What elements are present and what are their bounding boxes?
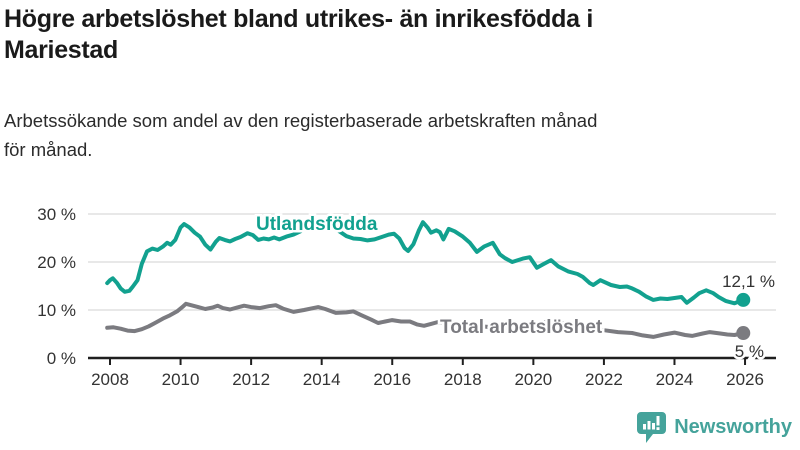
- x-tick-label: 2008: [91, 370, 129, 389]
- x-tick-label: 2024: [656, 370, 694, 389]
- series-end-dot-total: [736, 326, 751, 341]
- y-tick-label: 30 %: [37, 205, 76, 224]
- title-line-1: Högre arbetslöshet bland utrikes- än inr…: [4, 5, 593, 33]
- series-label-total: Total arbetslöshet: [440, 317, 603, 338]
- page-subtitle: Arbetssökande som andel av den registerb…: [4, 106, 794, 164]
- x-tick-label: 2018: [444, 370, 482, 389]
- brand-footer: Newsworthy: [636, 411, 792, 444]
- x-tick-label: 2010: [162, 370, 200, 389]
- x-tick-label: 2026: [726, 370, 764, 389]
- end-value-label-total: 5 %: [735, 342, 764, 361]
- y-tick-label: 10 %: [37, 301, 76, 320]
- brand-name: Newsworthy: [674, 416, 792, 438]
- newsworthy-logo-icon: [637, 412, 667, 443]
- x-tick-label: 2022: [585, 370, 623, 389]
- title-line-2: Mariestad: [4, 36, 119, 64]
- series-end-dot-utlandsfodda: [736, 292, 751, 307]
- x-tick-label: 2020: [514, 370, 552, 389]
- x-tick-label: 2014: [303, 370, 341, 389]
- x-tick-label: 2016: [373, 370, 411, 389]
- page-title: Högre arbetslöshet bland utrikes- än inr…: [4, 4, 784, 66]
- y-tick-label: 20 %: [37, 253, 76, 272]
- subtitle-line-1: Arbetssökande som andel av den registerb…: [4, 110, 598, 131]
- series-line-utlandsfodda: [105, 218, 746, 306]
- subtitle-line-2: för månad.: [4, 139, 93, 160]
- series-line-total: [105, 301, 746, 339]
- y-tick-label: 0 %: [47, 349, 76, 368]
- series-label-utlandsfodda: Utlandsfödda: [256, 214, 378, 235]
- end-value-label-utlandsfodda: 12,1 %: [722, 272, 775, 291]
- x-tick-label: 2012: [232, 370, 270, 389]
